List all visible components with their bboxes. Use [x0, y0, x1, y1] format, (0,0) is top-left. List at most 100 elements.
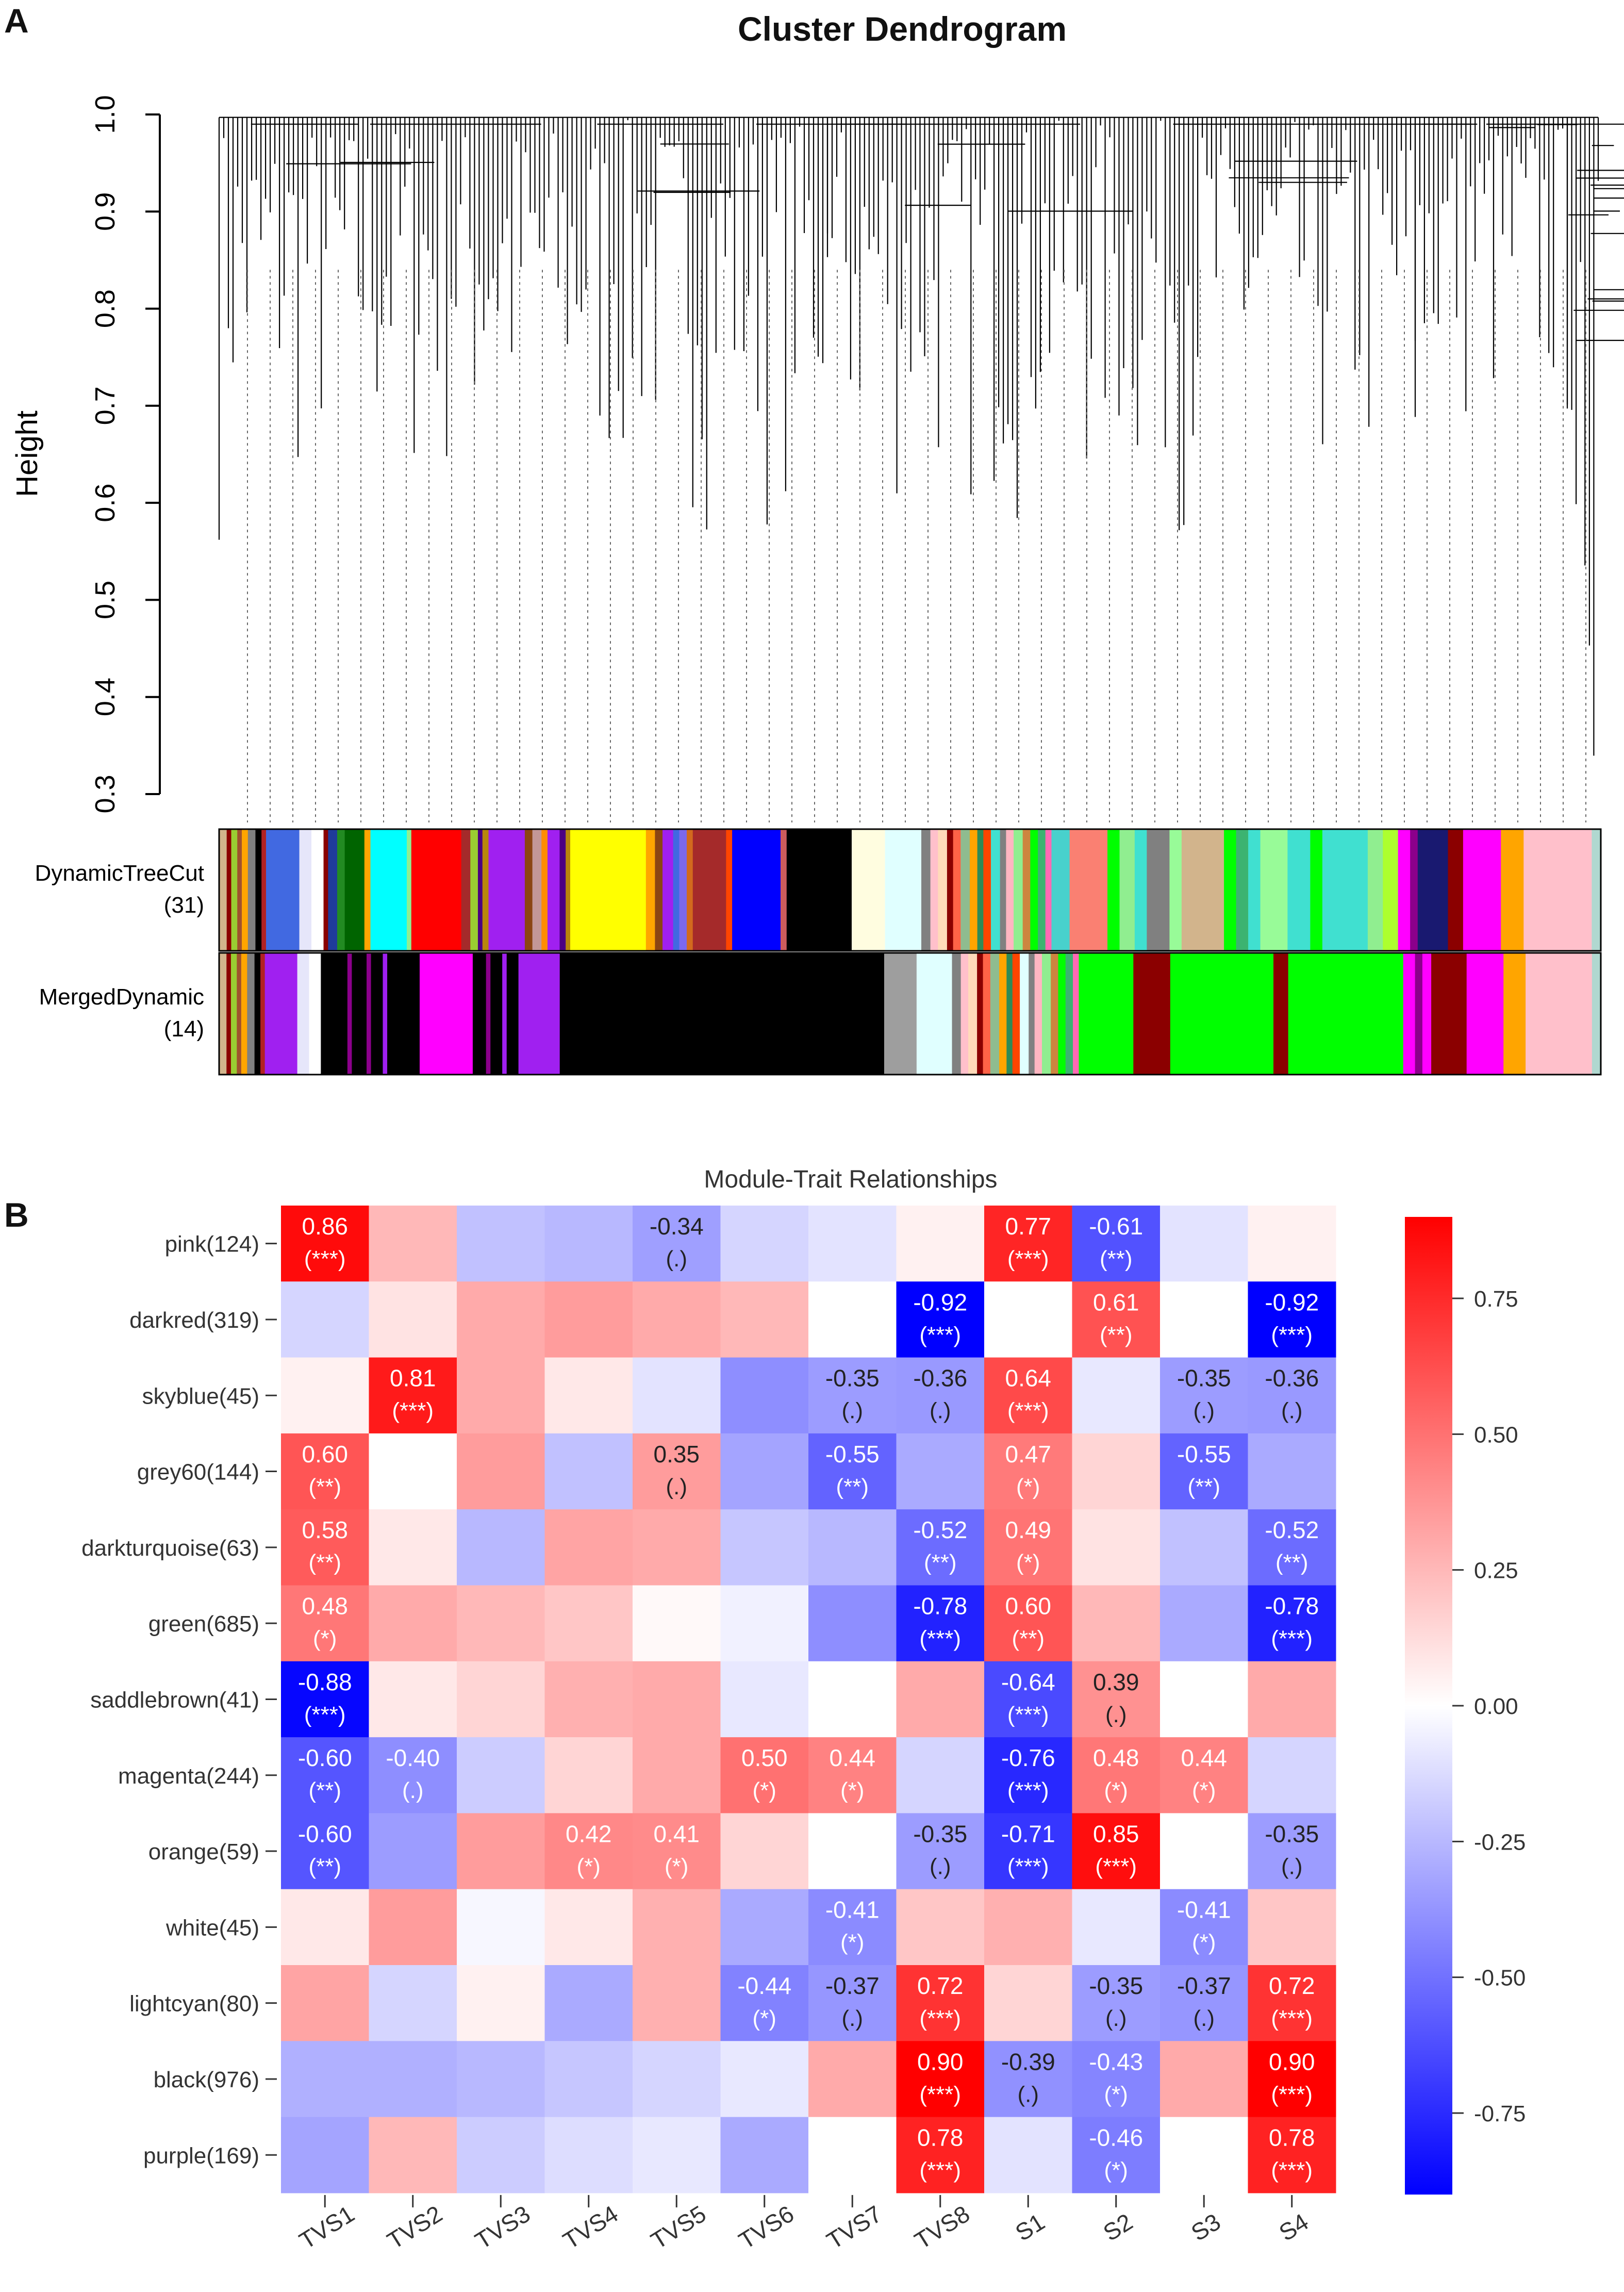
- module-color-segment: [411, 829, 462, 951]
- module-color-segment: [387, 953, 420, 1075]
- row-label: grey60(144): [137, 1460, 259, 1485]
- dendrogram-leaf-group: [826, 117, 1416, 531]
- module-color-segment: [1012, 953, 1020, 1075]
- heatmap-cell: [1160, 1585, 1248, 1662]
- cell-significance: (***): [919, 1626, 961, 1652]
- heatmap-cell: [984, 1965, 1072, 2041]
- cell-significance: (**): [1012, 1626, 1045, 1652]
- heatmap-cell: [544, 1661, 633, 1738]
- heatmap-cell: [720, 1813, 809, 1890]
- cell-significance: (.): [841, 1398, 863, 1424]
- module-color-segment: [1503, 953, 1526, 1075]
- cell-value: -0.78: [1265, 1593, 1319, 1620]
- cell-value: -0.92: [913, 1289, 967, 1315]
- module-color-segment: [541, 829, 548, 951]
- heatmap-cell: [1160, 2117, 1248, 2194]
- heatmap-cell: [1248, 1357, 1336, 1434]
- cell-value: -0.36: [913, 1365, 967, 1392]
- heatmap-cell: [896, 1661, 985, 1738]
- cell-value: -0.36: [1265, 1365, 1319, 1392]
- heatmap-cell: [808, 1813, 897, 1890]
- heatmap-cell: [1248, 2117, 1336, 2194]
- dendrogram-branches: [218, 117, 1624, 756]
- heatmap-cell: [896, 1585, 985, 1662]
- module-color-segment: [938, 829, 948, 951]
- module-color-segment: [960, 953, 969, 1075]
- heatmap-cell: [1248, 1281, 1336, 1358]
- heatmap-cell: [369, 1433, 457, 1510]
- panel-a-label: A: [4, 2, 29, 40]
- module-color-segment: [885, 829, 922, 951]
- module-color-segment: [364, 829, 371, 951]
- cell-significance: (.): [930, 1398, 951, 1424]
- heatmap-cell: [896, 1433, 985, 1510]
- heatmap-cell: [457, 2117, 545, 2194]
- module-color-segment: [991, 829, 1001, 951]
- cell-value: -0.44: [737, 1972, 791, 1999]
- heatmap-cell: [984, 2117, 1072, 2194]
- cell-value: -0.64: [1001, 1669, 1055, 1695]
- heatmap-cell: [896, 1206, 985, 1282]
- heatmap-cell: [369, 1585, 457, 1662]
- module-color-segment: [884, 953, 917, 1075]
- heatmap-cell: [457, 1965, 545, 2041]
- heatmap-cell: [1248, 1585, 1336, 1662]
- module-color-segment: [655, 829, 663, 951]
- heatmap-cell: [633, 1509, 721, 1586]
- module-color-segment: [321, 953, 348, 1075]
- cell-significance: (*): [1104, 2082, 1128, 2107]
- row-label: black(976): [154, 2067, 259, 2092]
- heatmap-cell: [1072, 1433, 1161, 1510]
- module-color-segment: [968, 953, 977, 1075]
- cell-value: -0.71: [1001, 1820, 1055, 1847]
- heatmap-cell: [281, 1813, 369, 1890]
- module-color-segment: [662, 829, 674, 951]
- heatmap-cell: [544, 1357, 633, 1434]
- heatmap-cell: [1248, 1813, 1336, 1890]
- heatmap-cell: [1160, 1737, 1248, 1813]
- cell-value: 0.44: [829, 1744, 875, 1771]
- module-color-segment: [999, 953, 1007, 1075]
- row-label: orange(59): [148, 1839, 259, 1865]
- dendrogram-merge-group: [837, 123, 1470, 212]
- color-row-count: (31): [164, 893, 204, 918]
- row-label: white(45): [165, 1915, 259, 1940]
- module-color-segment: [1463, 829, 1501, 951]
- module-color-segment: [219, 829, 227, 951]
- module-color-segment: [419, 953, 473, 1075]
- module-color-segment: [247, 953, 255, 1075]
- cell-value: 0.39: [1093, 1669, 1139, 1695]
- module-color-segment: [1383, 829, 1399, 951]
- module-color-segment: [1592, 953, 1601, 1075]
- module-color-segment: [254, 953, 261, 1075]
- heatmap-cell: [544, 2041, 633, 2118]
- row-label: darkred(319): [129, 1308, 259, 1333]
- heatmap-cell: [369, 1737, 457, 1813]
- heatmap-cell: [1248, 1661, 1336, 1738]
- module-color-segment: [490, 953, 503, 1075]
- module-color-segment: [1260, 829, 1288, 951]
- module-color-segment: [547, 829, 560, 951]
- colorbar-tick-label: 0.00: [1474, 1694, 1518, 1719]
- heatmap-cell: [369, 1661, 457, 1738]
- cell-significance: (*): [753, 2006, 776, 2031]
- heatmap-cell: [1072, 2041, 1161, 2118]
- module-color-segment: [977, 829, 984, 951]
- cell-value: 0.77: [1005, 1213, 1051, 1240]
- heatmap-cell: [544, 2117, 633, 2194]
- module-color-segment: [1030, 829, 1038, 951]
- module-color-segment: [311, 829, 324, 951]
- heatmap-cell: [808, 1737, 897, 1813]
- cell-significance: (***): [392, 1398, 434, 1424]
- cell-significance: (*): [840, 1930, 864, 1955]
- cell-value: 0.78: [917, 2124, 964, 2151]
- cell-significance: (**): [1100, 1322, 1133, 1347]
- heatmap-cell: [896, 1357, 985, 1434]
- cell-value: -0.41: [825, 1897, 880, 1923]
- heatmap-cell: [720, 1585, 809, 1662]
- heatmap-cell: [984, 1509, 1072, 1586]
- heatmap-cell: [1160, 1813, 1248, 1890]
- module-color-segment: [851, 829, 886, 951]
- heatmap-cell: [896, 2117, 985, 2194]
- column-label: TVS4: [558, 2200, 623, 2254]
